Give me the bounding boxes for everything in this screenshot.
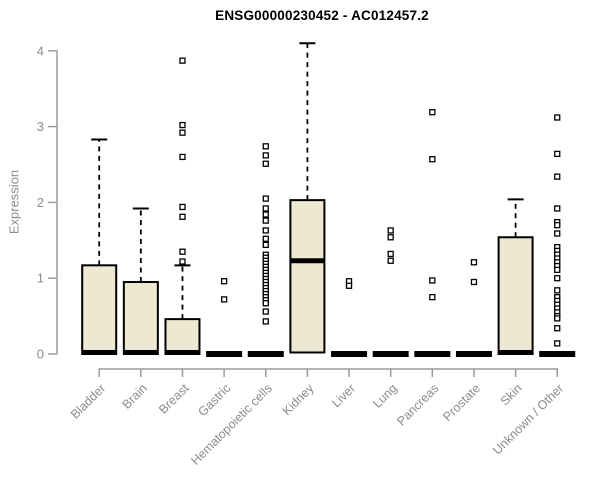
collapsed-box: [539, 351, 576, 357]
outlier-point: [179, 129, 186, 136]
outlier-point: [554, 340, 561, 347]
x-tick-label-brain: Brain: [119, 381, 150, 412]
box-iqr: [81, 264, 118, 355]
x-tick-label-liver: Liver: [329, 381, 358, 410]
collapsed-box: [414, 351, 451, 357]
x-tick-label-skin: Skin: [498, 381, 525, 408]
outlier-point: [179, 248, 186, 255]
outlier-point: [387, 234, 394, 241]
outlier-point: [220, 296, 228, 303]
box-iqr: [122, 280, 159, 355]
outlier-point: [262, 143, 269, 150]
outlier-point: [179, 203, 186, 211]
outlier-point: [554, 221, 561, 229]
outlier-point: [470, 278, 478, 286]
x-tick-label-breast: Breast: [156, 381, 192, 417]
outlier-point: [262, 205, 269, 212]
outlier-point: [554, 230, 561, 237]
x-tick-label-kidney: Kidney: [280, 381, 317, 418]
x-tick-label-gastric: Gastric: [195, 381, 233, 419]
outlier-point: [429, 277, 436, 284]
outlier-point: [470, 259, 478, 266]
y-tick-label: 2: [37, 195, 44, 210]
collapsed-box: [372, 351, 409, 357]
outlier-point: [429, 109, 436, 116]
collapsed-box: [331, 351, 368, 357]
x-tick-label-prostate: Prostate: [440, 381, 483, 424]
outlier-point: [179, 121, 186, 129]
outlier-point: [262, 195, 269, 202]
x-tick-label-unknown-other: Unknown / Other: [490, 381, 566, 457]
outlier-point: [262, 160, 269, 167]
outlier-point: [262, 211, 269, 218]
outlier-point: [387, 250, 394, 258]
outlier-point: [220, 278, 228, 285]
outlier-point: [429, 156, 436, 163]
outlier-point: [262, 241, 269, 248]
outlier-point: [554, 287, 561, 294]
outlier-point: [179, 213, 186, 220]
y-tick-label: 3: [37, 119, 44, 134]
outlier-point: [554, 205, 561, 212]
outlier-point: [262, 318, 269, 325]
y-tick-label: 4: [37, 43, 44, 58]
outlier-point: [554, 325, 561, 332]
outlier-point: [262, 235, 269, 242]
outlier-point: [262, 217, 269, 224]
outlier-point: [554, 315, 561, 322]
outlier-point: [345, 282, 353, 289]
collapsed-box: [247, 351, 284, 357]
outlier-point: [429, 293, 436, 301]
x-tick-label-pancreas: Pancreas: [394, 381, 441, 428]
outlier-point: [554, 275, 561, 282]
outlier-point: [262, 227, 269, 234]
outlier-point: [387, 257, 394, 264]
box-iqr: [164, 318, 201, 355]
y-axis-title: Expression: [6, 169, 22, 235]
y-tick-label: 1: [37, 271, 44, 286]
outlier-point: [554, 266, 561, 274]
box-iqr: [497, 236, 534, 356]
outlier-point: [179, 153, 186, 161]
y-tick-label: 0: [37, 347, 44, 362]
outlier-point: [262, 300, 269, 307]
box-iqr: [289, 199, 326, 354]
x-tick-label-hematopoietic-cells: Hematopoietic cells: [188, 381, 275, 468]
collapsed-box: [206, 351, 243, 357]
collapsed-box: [455, 351, 492, 357]
chart-title: ENSG00000230452 - AC012457.2: [215, 8, 429, 23]
outlier-point: [554, 173, 561, 180]
outlier-point: [554, 114, 561, 121]
outlier-point: [554, 150, 561, 158]
x-tick-label-lung: Lung: [370, 381, 400, 411]
outlier-point: [262, 152, 269, 159]
outlier-point: [387, 227, 394, 234]
outlier-point: [179, 57, 186, 64]
outlier-point: [262, 308, 269, 315]
outlier-point: [179, 258, 186, 265]
x-tick-label-bladder: Bladder: [68, 381, 108, 421]
